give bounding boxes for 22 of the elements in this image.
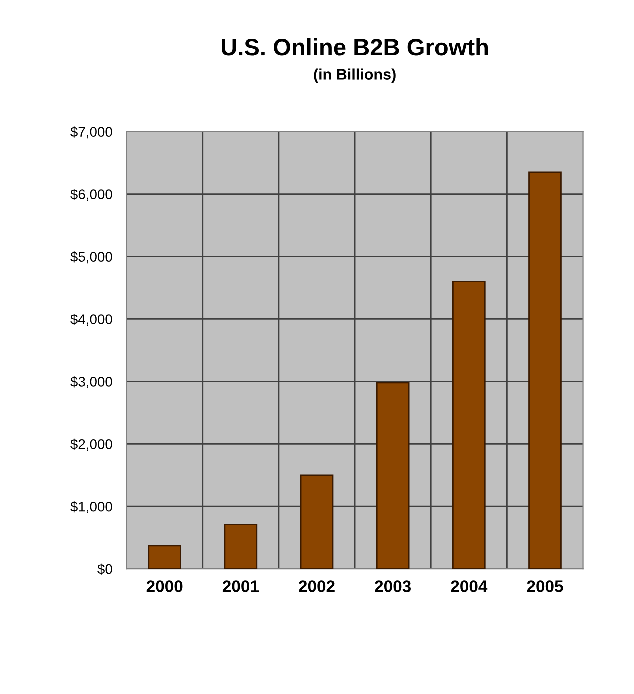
chart-subtitle: (in Billions) — [314, 68, 396, 83]
x-tick-label: 2003 — [375, 580, 412, 592]
bar — [224, 524, 258, 570]
y-tick-label: $4,000 — [70, 314, 112, 326]
bar — [300, 474, 334, 570]
bar — [376, 382, 410, 570]
bar — [452, 281, 486, 570]
y-tick-label: $3,000 — [70, 376, 112, 389]
y-tick-label: $1,000 — [70, 501, 112, 514]
x-tick-label: 2002 — [299, 580, 335, 592]
x-tick-label: 2000 — [146, 580, 183, 592]
bar — [148, 545, 182, 570]
chart-title: U.S. Online B2B Growth — [222, 38, 488, 56]
x-tick-label: 2005 — [527, 580, 564, 592]
y-tick-label: $5,000 — [70, 252, 112, 264]
bar — [528, 172, 562, 570]
y-tick-label: $7,000 — [70, 126, 112, 139]
x-tick-label: 2004 — [451, 580, 488, 592]
y-tick-label: $0 — [98, 564, 112, 576]
x-tick-label: 2001 — [222, 580, 259, 592]
y-tick-label: $2,000 — [70, 438, 112, 451]
y-tick-label: $6,000 — [70, 189, 112, 202]
